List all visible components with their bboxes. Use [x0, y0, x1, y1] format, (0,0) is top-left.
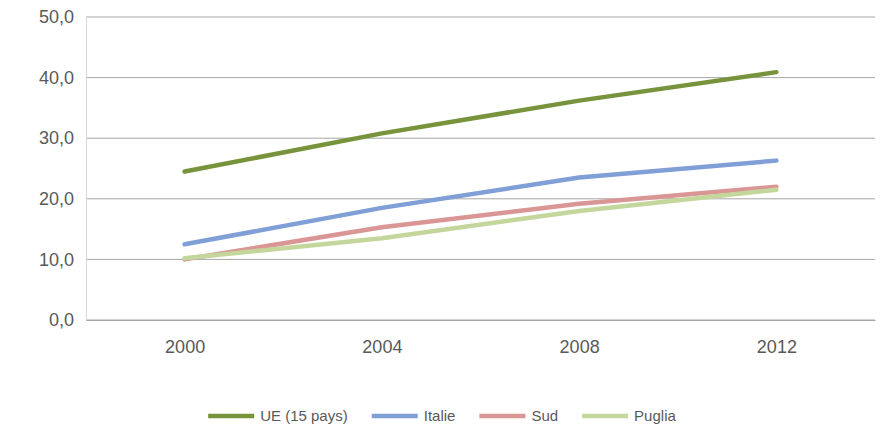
legend-swatch	[372, 414, 418, 419]
y-tick-label: 30,0	[39, 128, 74, 148]
series-line	[185, 187, 777, 260]
y-tick: 50,0	[39, 7, 86, 27]
y-tick: 10,0	[39, 250, 86, 270]
legend-item: Sud	[479, 407, 558, 424]
legend-label: Sud	[531, 407, 558, 424]
grid	[86, 17, 875, 320]
legend-label: Puglia	[634, 407, 676, 424]
legend-swatch	[208, 414, 254, 419]
series-line	[185, 190, 777, 258]
legend-swatch	[479, 414, 525, 419]
y-axis-line	[86, 18, 87, 321]
grid-line	[86, 259, 875, 260]
y-tick: 40,0	[39, 68, 86, 88]
series-line	[185, 161, 777, 245]
grid-line	[86, 17, 875, 18]
legend-swatch	[582, 414, 628, 419]
chart: 0,0 10,0 20,0 30,0 40,0 50,0 2000 2004 2008 2012 U…	[0, 0, 884, 440]
lines	[185, 72, 777, 259]
legend-item: UE (15 pays)	[208, 407, 348, 424]
x-tick: 2008	[560, 320, 600, 357]
series-line	[185, 72, 777, 171]
legend-item: Puglia	[582, 407, 676, 424]
x-tick-label: 2012	[757, 337, 797, 357]
y-tick-label: 0,0	[49, 310, 74, 330]
y-tick: 30,0	[39, 128, 86, 148]
x-tick-label: 2008	[560, 337, 600, 357]
x-tick-label: 2000	[165, 337, 205, 357]
legend: UE (15 pays) Italie Sud Puglia	[208, 407, 676, 424]
x-axis-line	[87, 320, 876, 321]
legend-label: Italie	[424, 407, 456, 424]
grid-line	[86, 198, 875, 199]
legend-label: UE (15 pays)	[260, 407, 348, 424]
y-axis: 0,0 10,0 20,0 30,0 40,0 50,0	[39, 7, 87, 330]
y-tick-label: 50,0	[39, 7, 74, 27]
x-axis: 2000 2004 2008 2012	[87, 320, 876, 357]
y-tick-label: 40,0	[39, 68, 74, 88]
grid-line	[86, 138, 875, 139]
y-tick: 0,0	[49, 310, 86, 330]
x-tick: 2000	[165, 320, 205, 357]
y-tick-label: 20,0	[39, 189, 74, 209]
x-tick: 2004	[362, 320, 402, 357]
y-tick-label: 10,0	[39, 250, 74, 270]
y-tick: 20,0	[39, 189, 86, 209]
grid-line	[86, 320, 875, 321]
x-tick: 2012	[757, 320, 797, 357]
legend-item: Italie	[372, 407, 456, 424]
x-tick-label: 2004	[362, 337, 402, 357]
